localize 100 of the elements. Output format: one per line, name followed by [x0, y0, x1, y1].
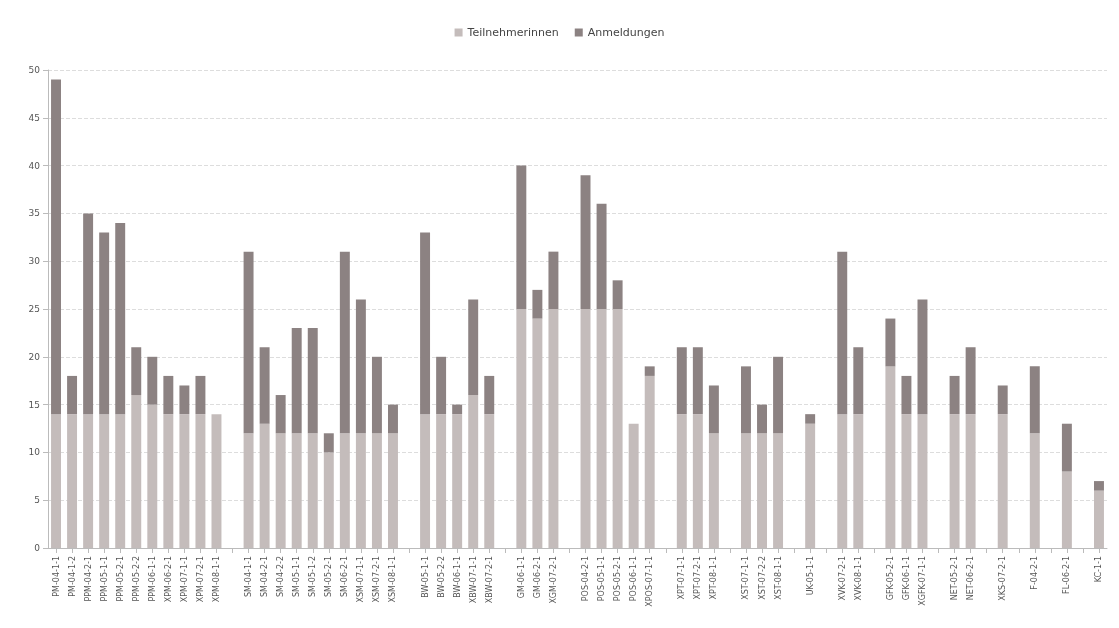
bar: [420, 232, 431, 415]
bar: [147, 356, 158, 405]
y-tick-label: 5: [34, 495, 40, 506]
bar: [548, 251, 559, 309]
bar: [612, 280, 623, 309]
bar: [532, 289, 543, 319]
x-tick-label: XBW-07-1-1: [468, 556, 478, 604]
x-tick-label: SM-05-2-1: [324, 556, 334, 597]
x-tick-label: SM-04-1-1: [244, 556, 254, 597]
x-tick-label: PPM-04-2-1: [83, 556, 93, 602]
bar: [997, 385, 1008, 415]
x-tick-label: NET-06-2-1: [966, 556, 976, 601]
x-tick-label: XPM-06-2-1: [163, 556, 173, 603]
bar: [163, 375, 174, 415]
x-tick-label: PM-04-1-2: [67, 556, 77, 597]
bar: [243, 251, 254, 434]
bar: [355, 299, 366, 434]
x-tick-label: SM-04-2-2: [276, 556, 286, 597]
bar: [853, 347, 864, 415]
y-tick-label: 40: [28, 160, 41, 171]
bar: [452, 404, 463, 415]
bar: [1061, 423, 1072, 472]
x-tick-label: BW-06-1-1: [452, 556, 462, 598]
x-tick-label: XVK-08-1-1: [853, 556, 863, 601]
x-tick-label: XST-07-2-2: [757, 556, 767, 600]
x-tick-label: XPT-08-1-1: [709, 556, 719, 600]
bar: [83, 213, 94, 415]
x-tick-label: SM-04-2-1: [260, 556, 270, 597]
bar: [339, 251, 350, 434]
legend-label: Anmeldungen: [587, 26, 665, 39]
x-tick-label: FL-06-2-1: [1062, 556, 1072, 594]
bar: [388, 404, 398, 434]
bar: [837, 251, 848, 415]
bar: [371, 356, 382, 434]
x-tick-label: XPM-07-1-1: [179, 556, 189, 603]
bar: [484, 375, 495, 415]
y-tick-label: 45: [28, 112, 40, 123]
x-tick-label: BW-05-2-2: [436, 556, 446, 598]
x-tick-label: SM-06-2-1: [340, 556, 350, 597]
y-tick-label: 25: [28, 304, 40, 314]
bar: [596, 203, 607, 309]
bar: [692, 347, 703, 415]
bar: [773, 356, 784, 434]
x-tick-label: XSM-08-1-1: [388, 556, 398, 603]
x-tick-label: SM-05-1-1: [292, 556, 302, 597]
x-tick-label: XSM-07-2-1: [372, 556, 382, 603]
y-tick-label: 0: [34, 543, 41, 553]
bar: [115, 222, 126, 415]
x-tick-label: SM-05-1-2: [308, 556, 318, 597]
bar: [291, 328, 302, 434]
x-tick-label: PPM-05-2-1: [115, 556, 125, 602]
bar: [917, 299, 928, 415]
x-tick-label: XBW-07-2-1: [484, 556, 494, 604]
bar: [307, 328, 318, 434]
y-tick-label: 30: [28, 256, 41, 267]
y-tick-label: 35: [28, 208, 40, 219]
x-tick-label: F-04-2-1: [1030, 556, 1040, 590]
x-tick-label: POS-06-1-1: [629, 556, 639, 602]
x-tick-label: PPM-06-1-1: [147, 556, 157, 602]
y-tick-label: 10: [28, 447, 41, 458]
bar: [805, 414, 816, 424]
y-tick-label: 50: [28, 65, 41, 75]
x-tick-label: XSM-07-1-1: [356, 556, 366, 603]
bar: [436, 356, 447, 415]
bar: [99, 232, 110, 415]
bar: [516, 165, 527, 309]
bar: [580, 175, 591, 309]
bar: [757, 404, 767, 434]
y-tick-label: 15: [28, 399, 40, 410]
bar: [51, 79, 61, 415]
x-tick-label: PM-04-1-1: [51, 556, 61, 597]
bar: [644, 366, 655, 376]
bar: [195, 375, 206, 415]
x-tick-label: XVK-07-2-1: [837, 556, 847, 601]
x-tick-label: XGM-07-2-1: [548, 556, 558, 604]
bar: [259, 347, 270, 424]
bar: [1029, 366, 1040, 434]
x-tick-label: PPM-05-1-1: [99, 556, 109, 602]
x-tick-label: POS-04-2-1: [581, 556, 591, 602]
bar: [901, 375, 912, 415]
x-tick-label: UK-05-1-1: [805, 556, 815, 596]
x-tick-label: XGFK-07-1-1: [917, 556, 927, 606]
x-tick-label: XKS-07-2-1: [998, 556, 1008, 601]
x-tick-label: XPOS-07-1-1: [645, 556, 655, 607]
x-tick-label: XST-07-1-1: [741, 556, 751, 600]
bar: [885, 318, 896, 367]
x-tick-label: BW-05-1-1: [420, 556, 430, 598]
bar: [275, 395, 286, 434]
bar: [949, 375, 960, 415]
bar: [1094, 481, 1104, 491]
x-tick-label: GM-06-1-1: [516, 556, 526, 599]
x-tick-label: XPM-07-2-1: [195, 556, 205, 603]
y-tick-label: 20: [28, 351, 41, 362]
bar: [179, 385, 190, 415]
x-tick-label: KC-1-1: [1094, 556, 1104, 583]
bar: [323, 433, 334, 453]
x-tick-label: GFK-05-2-1: [885, 556, 895, 601]
x-tick-label: XST-08-1-1: [773, 556, 783, 600]
bar: [741, 366, 751, 434]
bar: [131, 347, 142, 396]
